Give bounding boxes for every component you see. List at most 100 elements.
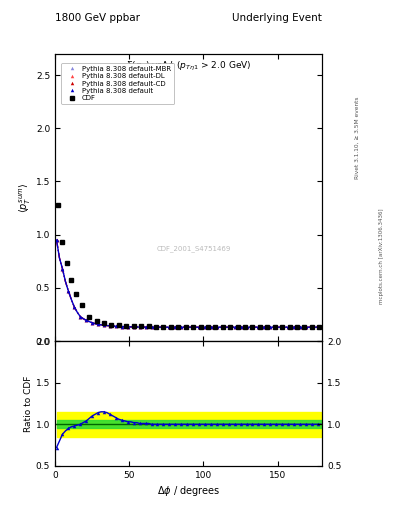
Pythia 8.308 default-MBR bbox=[72, 304, 77, 310]
Line: Pythia 8.308 default-DL: Pythia 8.308 default-DL bbox=[55, 238, 320, 329]
Pythia 8.308 default bbox=[125, 324, 130, 330]
Pythia 8.308 default-MBR bbox=[143, 324, 148, 330]
Pythia 8.308 default-MBR bbox=[155, 324, 160, 330]
Pythia 8.308 default bbox=[185, 324, 189, 330]
CDF bbox=[243, 324, 248, 330]
Pythia 8.308 default-MBR bbox=[149, 324, 154, 330]
Pythia 8.308 default-MBR bbox=[215, 324, 219, 330]
Pythia 8.308 default-CD bbox=[185, 324, 189, 330]
Pythia 8.308 default-CD bbox=[292, 324, 296, 330]
Pythia 8.308 default bbox=[54, 237, 59, 243]
Pythia 8.308 default-MBR bbox=[185, 324, 189, 330]
Pythia 8.308 default-MBR bbox=[173, 324, 178, 330]
Pythia 8.308 default-DL bbox=[155, 324, 160, 330]
Pythia 8.308 default-DL bbox=[256, 324, 261, 330]
CDF bbox=[257, 324, 262, 330]
Pythia 8.308 default-MBR bbox=[262, 324, 267, 330]
Pythia 8.308 default-DL bbox=[274, 324, 279, 330]
Pythia 8.308 default-MBR bbox=[232, 324, 237, 330]
Pythia 8.308 default-CD bbox=[250, 324, 255, 330]
Pythia 8.308 default-MBR bbox=[167, 324, 172, 330]
Pythia 8.308 default-CD bbox=[66, 288, 71, 294]
CDF bbox=[146, 324, 151, 330]
Pythia 8.308 default-CD bbox=[286, 324, 290, 330]
Pythia 8.308 default bbox=[90, 319, 94, 326]
Pythia 8.308 default-CD bbox=[191, 324, 195, 330]
CDF bbox=[79, 302, 84, 308]
CDF bbox=[64, 260, 69, 266]
CDF bbox=[102, 321, 107, 327]
CDF bbox=[310, 324, 314, 330]
Pythia 8.308 default-DL bbox=[78, 313, 83, 319]
Pythia 8.308 default bbox=[215, 324, 219, 330]
Pythia 8.308 default bbox=[179, 324, 184, 330]
Pythia 8.308 default-DL bbox=[149, 324, 154, 330]
Pythia 8.308 default bbox=[108, 323, 112, 329]
Pythia 8.308 default-CD bbox=[268, 324, 273, 330]
Pythia 8.308 default-DL bbox=[125, 324, 130, 330]
Pythia 8.308 default-MBR bbox=[84, 317, 88, 324]
Pythia 8.308 default bbox=[303, 324, 308, 330]
Pythia 8.308 default-MBR bbox=[60, 266, 65, 272]
CDF bbox=[60, 239, 65, 245]
Pythia 8.308 default-CD bbox=[167, 324, 172, 330]
Pythia 8.308 default-MBR bbox=[102, 322, 107, 328]
Pythia 8.308 default-MBR bbox=[191, 324, 195, 330]
Pythia 8.308 default-MBR bbox=[78, 313, 83, 319]
Pythia 8.308 default bbox=[137, 324, 142, 330]
Pythia 8.308 default-MBR bbox=[274, 324, 279, 330]
Pythia 8.308 default-MBR bbox=[196, 324, 201, 330]
Pythia 8.308 default-CD bbox=[310, 324, 314, 330]
CDF bbox=[228, 324, 233, 330]
Pythia 8.308 default-MBR bbox=[250, 324, 255, 330]
Pythia 8.308 default bbox=[209, 324, 213, 330]
Pythia 8.308 default-CD bbox=[84, 317, 88, 324]
Pythia 8.308 default-DL bbox=[298, 324, 302, 330]
Pythia 8.308 default-DL bbox=[280, 324, 285, 330]
CDF bbox=[69, 278, 74, 284]
Pythia 8.308 default-MBR bbox=[280, 324, 285, 330]
Pythia 8.308 default-CD bbox=[232, 324, 237, 330]
Pythia 8.308 default bbox=[78, 313, 83, 319]
Pythia 8.308 default-DL bbox=[226, 324, 231, 330]
Y-axis label: Ratio to CDF: Ratio to CDF bbox=[24, 375, 33, 432]
Pythia 8.308 default bbox=[268, 324, 273, 330]
Pythia 8.308 default-CD bbox=[114, 323, 118, 329]
CDF bbox=[235, 324, 240, 330]
Pythia 8.308 default bbox=[256, 324, 261, 330]
Pythia 8.308 default bbox=[167, 324, 172, 330]
Pythia 8.308 default-MBR bbox=[316, 324, 320, 330]
Pythia 8.308 default-MBR bbox=[108, 323, 112, 329]
Pythia 8.308 default-CD bbox=[149, 324, 154, 330]
Pythia 8.308 default-CD bbox=[102, 322, 107, 328]
Pythia 8.308 default bbox=[292, 324, 296, 330]
Pythia 8.308 default-MBR bbox=[310, 324, 314, 330]
Pythia 8.308 default bbox=[66, 288, 71, 294]
Pythia 8.308 default-DL bbox=[292, 324, 296, 330]
Pythia 8.308 default-CD bbox=[78, 313, 83, 319]
Pythia 8.308 default-MBR bbox=[220, 324, 225, 330]
CDF bbox=[94, 318, 99, 325]
Pythia 8.308 default-MBR bbox=[137, 324, 142, 330]
Pythia 8.308 default-MBR bbox=[298, 324, 302, 330]
Pythia 8.308 default bbox=[310, 324, 314, 330]
Pythia 8.308 default-CD bbox=[90, 319, 94, 326]
Pythia 8.308 default-DL bbox=[137, 324, 142, 330]
Pythia 8.308 default-CD bbox=[119, 324, 124, 330]
Pythia 8.308 default-DL bbox=[232, 324, 237, 330]
Pythia 8.308 default-DL bbox=[66, 288, 71, 294]
CDF bbox=[124, 323, 129, 329]
Pythia 8.308 default-MBR bbox=[226, 324, 231, 330]
Pythia 8.308 default-CD bbox=[108, 323, 112, 329]
Pythia 8.308 default-CD bbox=[256, 324, 261, 330]
Pythia 8.308 default-MBR bbox=[268, 324, 273, 330]
CDF bbox=[287, 324, 292, 330]
Pythia 8.308 default-DL bbox=[54, 237, 59, 243]
Pythia 8.308 default-MBR bbox=[125, 324, 130, 330]
Pythia 8.308 default-CD bbox=[54, 237, 59, 243]
Pythia 8.308 default bbox=[226, 324, 231, 330]
Pythia 8.308 default bbox=[262, 324, 267, 330]
Pythia 8.308 default-DL bbox=[203, 324, 208, 330]
CDF bbox=[272, 324, 277, 330]
Pythia 8.308 default-DL bbox=[102, 322, 107, 328]
